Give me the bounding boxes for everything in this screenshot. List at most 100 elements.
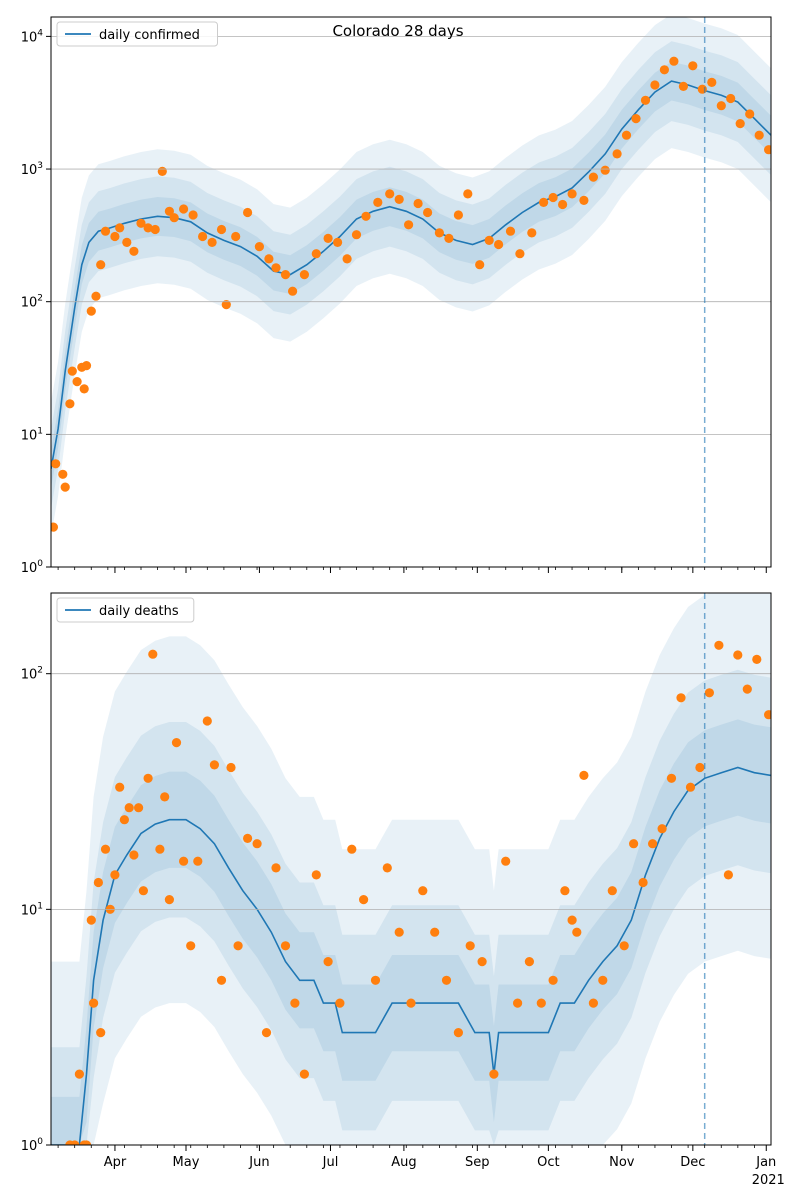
data-point: [164, 206, 174, 216]
data-point: [243, 833, 253, 844]
data-point: [695, 762, 705, 773]
data-point: [359, 895, 369, 905]
data-point: [81, 1140, 92, 1145]
data-point: [704, 688, 715, 698]
data-point: [60, 482, 70, 492]
data-point: [361, 211, 371, 221]
data-point: [370, 975, 381, 985]
y-tick-label: 103: [21, 161, 43, 178]
x-tick-label: Nov: [609, 1155, 635, 1170]
data-point: [96, 260, 106, 270]
data-point: [89, 998, 99, 1008]
data-point: [110, 231, 120, 242]
data-point: [164, 895, 174, 905]
data-point: [430, 927, 440, 937]
confirmed-panel: 100 101 102 103 104 daily confirmed: [21, 16, 772, 576]
data-point: [418, 886, 428, 896]
data-point: [697, 84, 707, 94]
data-point: [588, 998, 599, 1008]
data-point: [385, 189, 395, 199]
data-point: [572, 927, 582, 937]
data-point: [404, 220, 414, 230]
data-point: [475, 260, 485, 270]
data-point: [226, 762, 236, 773]
data-point: [453, 210, 463, 220]
legend-label: daily confirmed: [99, 28, 200, 43]
y-tick-label: 100: [21, 559, 44, 576]
uncertainty-band: [51, 41, 771, 509]
data-point: [659, 65, 670, 75]
data-point: [65, 399, 75, 409]
data-point: [373, 197, 383, 207]
data-point: [209, 760, 219, 770]
data-point: [188, 210, 198, 220]
data-point: [129, 850, 139, 860]
data-point: [143, 223, 153, 233]
data-point: [115, 223, 125, 233]
data-point: [723, 870, 734, 880]
deaths-panel: 100 101 102 Apr May Jun Jul Aug Sep Oct Nov Dec Jan 2…: [21, 592, 785, 1188]
data-point: [579, 770, 589, 781]
data-point: [527, 228, 537, 238]
data-point: [58, 469, 68, 479]
uncertainty-band: [51, 669, 771, 1145]
data-point: [243, 207, 253, 218]
data-point: [600, 165, 610, 175]
data-point: [764, 710, 771, 720]
data-point: [676, 693, 686, 703]
data-point: [629, 839, 639, 849]
legend-box: [56, 21, 218, 47]
data-point: [536, 998, 546, 1008]
data-point: [657, 824, 667, 834]
data-point: [122, 237, 132, 247]
data-point: [406, 998, 416, 1008]
y-tick-label: 102: [21, 294, 43, 311]
legend: daily deaths: [56, 597, 195, 623]
data-point: [110, 870, 120, 880]
data-point: [136, 218, 146, 228]
data-point: [299, 270, 309, 280]
data-point: [74, 1069, 84, 1079]
data-point: [598, 975, 608, 985]
data-point: [335, 998, 345, 1008]
data-point: [311, 249, 321, 259]
legend: daily confirmed: [56, 21, 218, 47]
data-point: [501, 856, 511, 866]
data-point: [453, 1028, 463, 1038]
data-point: [413, 198, 423, 209]
x-tick-label: Sep: [465, 1155, 490, 1170]
uncertainty-band: [51, 719, 771, 1145]
data-point: [579, 195, 589, 205]
data-point: [494, 239, 504, 250]
data-point: [745, 109, 755, 119]
data-point: [233, 941, 243, 951]
data-point: [261, 1028, 272, 1038]
data-point: [252, 839, 262, 849]
data-point: [666, 773, 677, 783]
data-point: [548, 192, 558, 203]
data-point: [271, 863, 281, 873]
data-point: [100, 844, 111, 854]
series-line: [51, 766, 771, 1145]
data-point: [489, 1069, 499, 1079]
data-point: [81, 361, 92, 371]
data-point: [714, 640, 724, 650]
data-point: [567, 189, 577, 199]
data-point: [79, 384, 89, 394]
data-point: [231, 231, 241, 242]
data-point: [394, 927, 404, 937]
x-tick-label: Apr: [104, 1155, 127, 1170]
plot-area: [51, 593, 771, 1145]
data-point: [764, 145, 771, 155]
data-point: [631, 114, 641, 124]
data-point: [193, 856, 203, 866]
data-point: [280, 941, 291, 951]
data-point: [539, 197, 549, 207]
data-point: [477, 957, 487, 967]
data-point: [216, 975, 227, 985]
x-tick-label: May: [173, 1155, 200, 1170]
data-point: [505, 226, 516, 236]
data-point: [621, 130, 632, 140]
data-point: [198, 231, 208, 242]
x-tick-label: Oct: [537, 1155, 559, 1170]
